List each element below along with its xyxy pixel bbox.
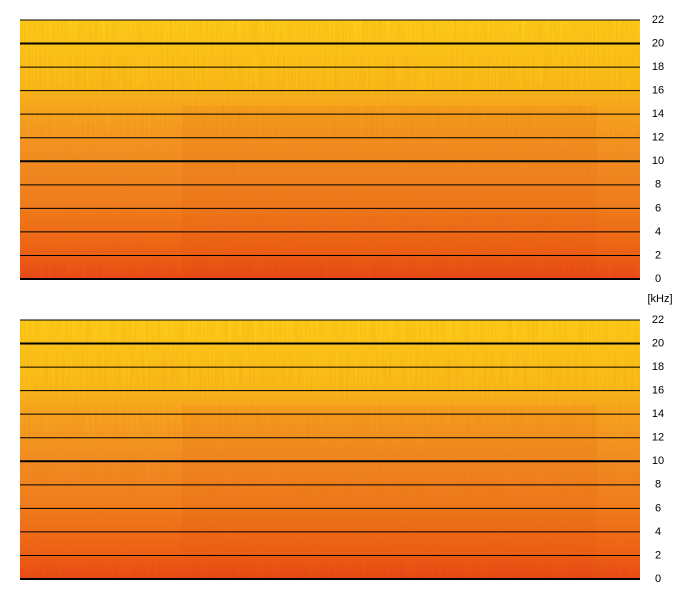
y-tick-label: 20 [652,337,664,349]
y-tick-label: 12 [652,432,664,444]
y-tick-label: 2 [655,549,661,561]
y-tick-label: 6 [655,202,661,214]
y-tick-label: 12 [652,132,664,144]
y-tick-label: 14 [652,108,664,120]
spectrogram-shade [182,105,597,279]
y-tick-label: 18 [652,61,664,73]
y-tick-label: 8 [655,479,661,491]
y-tick-label: 14 [652,408,664,420]
y-tick-label: 4 [655,526,661,538]
y-tick-label: 4 [655,226,661,238]
y-tick-label: 10 [652,155,664,167]
y-tick-label: 8 [655,179,661,191]
y-tick-label: 10 [652,455,664,467]
y-tick-label: 22 [652,314,664,326]
y-tick-label: 16 [652,85,664,97]
spectrogram-texture [20,20,640,279]
y-tick-label: 22 [652,14,664,26]
y-tick-label: 20 [652,37,664,49]
y-tick-label: 18 [652,361,664,373]
y-tick-label: 0 [655,273,661,285]
spectrogram-shade [182,405,597,579]
y-tick-label: 6 [655,502,661,514]
y-tick-label: 0 [655,573,661,585]
y-tick-label: 2 [655,249,661,261]
y-axis-label: [kHz] [647,293,672,305]
y-tick-label: 16 [652,385,664,397]
spectrogram-texture [20,320,640,579]
